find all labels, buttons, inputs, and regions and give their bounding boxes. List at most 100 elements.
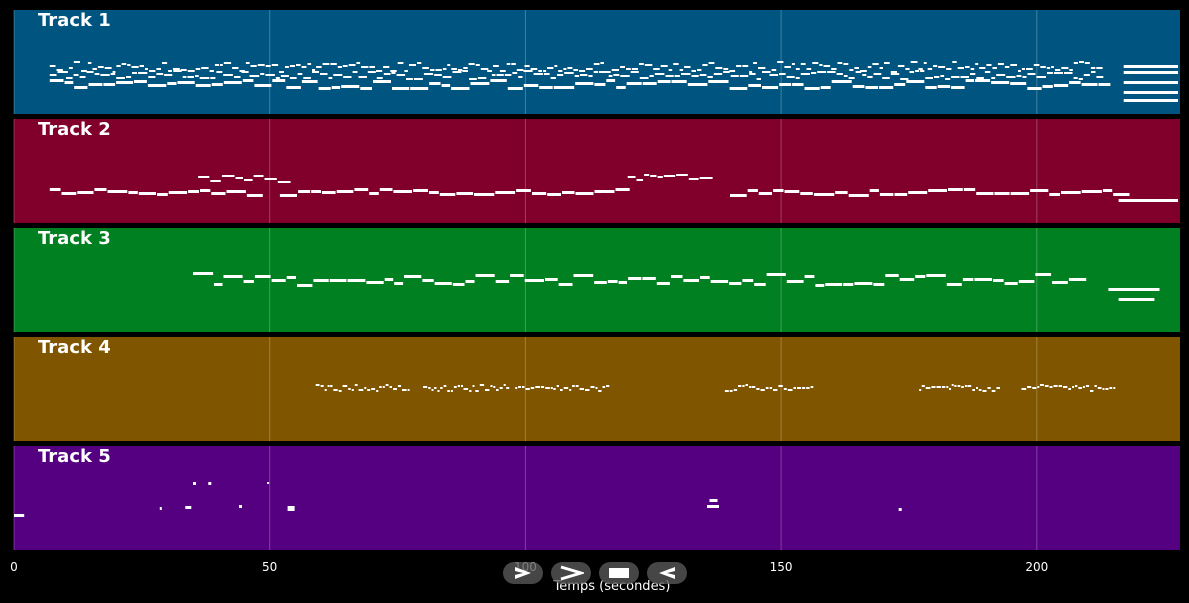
note	[1123, 81, 1178, 84]
note	[512, 72, 518, 74]
play-button[interactable]	[503, 562, 543, 584]
note	[654, 73, 665, 75]
note	[894, 193, 908, 196]
note	[475, 390, 479, 392]
note	[1033, 64, 1040, 66]
note	[162, 62, 168, 64]
note	[394, 282, 404, 285]
track-label: Track 2	[38, 119, 111, 140]
note	[100, 74, 110, 76]
note	[383, 66, 390, 68]
note	[437, 390, 440, 392]
note	[286, 276, 296, 279]
note	[564, 72, 574, 74]
fast-forward-button[interactable]	[551, 562, 591, 584]
note	[1064, 72, 1073, 74]
note	[1096, 67, 1103, 69]
note	[451, 68, 457, 70]
note	[393, 388, 397, 390]
note	[811, 72, 817, 74]
note	[810, 386, 814, 388]
note	[569, 389, 572, 391]
note	[94, 73, 100, 75]
note	[965, 66, 970, 68]
note	[402, 389, 407, 391]
note	[457, 69, 463, 71]
note	[777, 61, 784, 63]
note	[611, 69, 619, 71]
note	[1118, 199, 1178, 202]
note	[134, 80, 147, 83]
note	[945, 78, 951, 80]
note	[848, 77, 855, 79]
note	[173, 70, 182, 72]
note	[970, 68, 975, 70]
note	[1072, 386, 1075, 388]
note	[1004, 282, 1018, 285]
note	[371, 388, 376, 390]
note	[360, 87, 372, 90]
note	[265, 65, 271, 67]
rewind-button[interactable]	[647, 562, 687, 584]
note	[620, 66, 625, 68]
note	[391, 72, 396, 74]
note	[397, 62, 404, 64]
note	[784, 190, 800, 193]
note	[280, 75, 289, 77]
note	[926, 274, 946, 277]
note	[963, 188, 976, 191]
note	[341, 85, 360, 88]
note	[620, 75, 630, 77]
note	[908, 191, 928, 194]
note	[496, 389, 499, 391]
note	[469, 390, 472, 392]
note	[884, 62, 890, 64]
note	[277, 181, 291, 183]
note	[328, 77, 333, 79]
note	[1068, 388, 1071, 390]
note	[671, 275, 683, 278]
note	[1046, 67, 1051, 69]
note	[872, 63, 879, 65]
note	[495, 191, 516, 194]
note	[996, 387, 1000, 389]
note	[1018, 70, 1021, 72]
note	[558, 283, 573, 286]
note	[602, 386, 606, 388]
note	[74, 86, 88, 89]
note	[615, 188, 630, 191]
note	[138, 72, 148, 74]
note	[87, 62, 92, 64]
note	[951, 76, 960, 78]
note	[665, 75, 674, 77]
note	[254, 84, 272, 87]
note	[168, 70, 172, 72]
note	[267, 482, 270, 484]
note	[452, 71, 462, 73]
stop-button[interactable]	[599, 562, 639, 584]
note	[972, 389, 975, 391]
note	[976, 77, 984, 79]
note	[289, 65, 295, 67]
note	[869, 189, 879, 192]
note	[975, 79, 991, 82]
note	[787, 389, 793, 391]
note	[852, 85, 865, 88]
note	[149, 70, 156, 72]
note	[921, 385, 925, 387]
note	[337, 66, 342, 68]
note	[579, 70, 586, 72]
note	[1081, 190, 1102, 193]
note	[742, 279, 754, 282]
note	[724, 390, 729, 392]
note	[673, 63, 679, 65]
note	[296, 64, 301, 66]
note	[311, 190, 321, 193]
note	[451, 87, 470, 90]
note	[1004, 66, 1010, 68]
note	[107, 190, 128, 193]
note	[1090, 67, 1096, 69]
note	[214, 283, 223, 286]
note	[1081, 83, 1098, 86]
note	[1010, 82, 1027, 85]
